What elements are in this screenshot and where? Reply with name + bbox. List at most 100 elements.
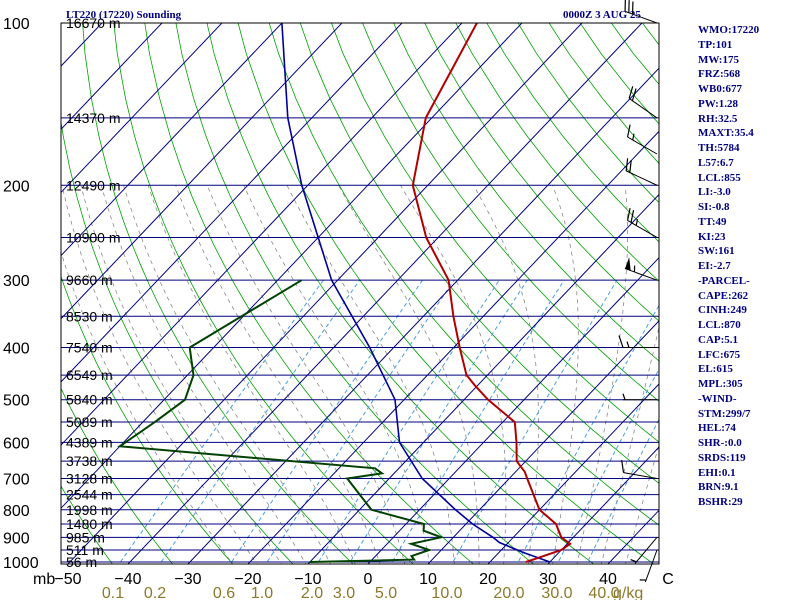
height-label: 3128 m	[66, 471, 113, 487]
height-label: 2544 m	[66, 487, 113, 503]
index-item: LI:-3.0	[698, 186, 731, 199]
dry-adiabat	[61, 485, 113, 564]
moist-adiabat	[80, 185, 282, 564]
dewpoint-line	[116, 279, 445, 563]
parcel-line	[281, 23, 551, 563]
pressure-tick-label: 900	[3, 530, 30, 547]
moist-adiabat	[600, 325, 659, 564]
moist-adiabat	[552, 185, 579, 564]
index-item: WB0:677	[698, 83, 742, 95]
moist-adiabat	[400, 185, 507, 564]
wind-barb-feather	[626, 207, 631, 221]
height-label: 5840 m	[66, 392, 113, 408]
wind-barb-feather	[629, 159, 632, 173]
mixing-ratio-label: 2.0	[301, 585, 323, 600]
chart-title: LT220 (17220) Sounding	[66, 9, 182, 21]
isotherm	[61, 23, 283, 257]
pressure-tick-label: 200	[3, 178, 30, 195]
mixing-ratio-line	[348, 279, 528, 564]
temperature-tick-label: 20	[479, 571, 497, 588]
isotherm	[307, 193, 659, 564]
wind-barb	[630, 537, 658, 564]
x-axis-unit: mb	[33, 571, 55, 588]
index-item: TP:101	[698, 38, 733, 51]
wind-barb	[618, 335, 657, 349]
wind-barb	[628, 86, 658, 119]
pressure-tick-label: 600	[3, 435, 30, 452]
wind-barb	[624, 0, 658, 24]
temperature-tick-label: 10	[419, 571, 437, 588]
height-label: 14370 m	[66, 110, 120, 126]
isotherm	[61, 23, 343, 320]
height-label: 6549 m	[66, 367, 113, 383]
moist-adiabat	[625, 443, 659, 564]
pressure-tick-label: 400	[3, 341, 30, 358]
index-item: EL:615	[698, 363, 733, 376]
temperature-tick-label: 30	[539, 571, 557, 588]
mixing-ratio-label: 20.0	[493, 585, 524, 600]
height-label: 511 m	[66, 542, 104, 558]
wind-barb-staff	[624, 10, 658, 24]
height-label: 9660 m	[66, 272, 113, 288]
pressure-tick-label: 700	[3, 472, 30, 489]
index-item: HEL:74	[698, 422, 736, 435]
index-item: STM:299/7	[698, 407, 751, 420]
temperature-tick-label: 0	[364, 571, 373, 588]
isotherm	[547, 446, 659, 564]
index-item: CAP:5.1	[698, 333, 739, 346]
height-label: 3738 m	[66, 453, 113, 469]
wind-barb-half-feather	[632, 133, 635, 141]
pressure-tick-label: 500	[3, 393, 30, 410]
isotherm	[367, 256, 659, 564]
wind-barb-half-feather	[630, 558, 637, 563]
mixing-ratio-unit: g/kg	[613, 585, 643, 600]
index-item: SW:161	[698, 245, 735, 258]
index-item: EHI:0.1	[698, 466, 736, 479]
isotherm	[67, 23, 583, 564]
index-item: CINH:249	[698, 304, 747, 317]
index-item: LFC:675	[698, 348, 741, 361]
index-item: WMO:17220	[698, 24, 760, 36]
moist-adiabat	[576, 185, 628, 564]
isotherm	[61, 23, 163, 130]
mixing-ratio-label: 1.0	[251, 585, 273, 600]
height-label: 4389 m	[66, 434, 113, 450]
wind-barb-flag	[625, 257, 631, 271]
mixing-ratio-label: 5.0	[375, 585, 397, 600]
height-label: 56 m	[66, 554, 97, 570]
index-item: -PARCEL-	[698, 274, 750, 287]
height-label: 985 m	[66, 529, 105, 545]
temperature-tick-label: −10	[294, 571, 321, 588]
sounding-time: 0000Z 3 AUG 25	[563, 9, 641, 21]
index-item: CAPE:262	[698, 289, 749, 302]
wind-barb-staff	[628, 98, 658, 119]
mixing-ratio-line	[229, 279, 423, 564]
mixing-ratio-line	[390, 279, 565, 564]
pressure-tick-label: 1000	[3, 555, 39, 572]
mixing-ratio-line	[265, 279, 455, 564]
moist-adiabat	[206, 185, 406, 564]
index-item: KI:23	[698, 230, 726, 243]
temperature-tick-label: −20	[234, 571, 261, 588]
moist-adiabat	[147, 185, 356, 564]
index-item: RH:32.5	[698, 112, 738, 125]
index-item: BRN:9.1	[698, 481, 739, 494]
index-item: TT:49	[698, 215, 727, 228]
dry-adiabat	[61, 275, 234, 564]
temperature-tick-label: 40	[599, 571, 617, 588]
index-item: TH:5784	[698, 142, 740, 154]
moist-adiabat	[100, 185, 307, 564]
height-label: 7540 m	[66, 340, 113, 356]
wind-barb	[622, 393, 657, 401]
index-item: LCL:855	[698, 171, 741, 184]
mixing-ratio-label: 3.0	[333, 585, 355, 600]
isotherm	[127, 23, 643, 564]
moist-adiabat	[61, 250, 233, 564]
index-item: EI:-2.7	[698, 260, 731, 272]
index-item: BSHR:29	[698, 496, 743, 508]
wind-barb-feather	[621, 460, 625, 473]
index-item: FRZ:568	[698, 68, 741, 81]
